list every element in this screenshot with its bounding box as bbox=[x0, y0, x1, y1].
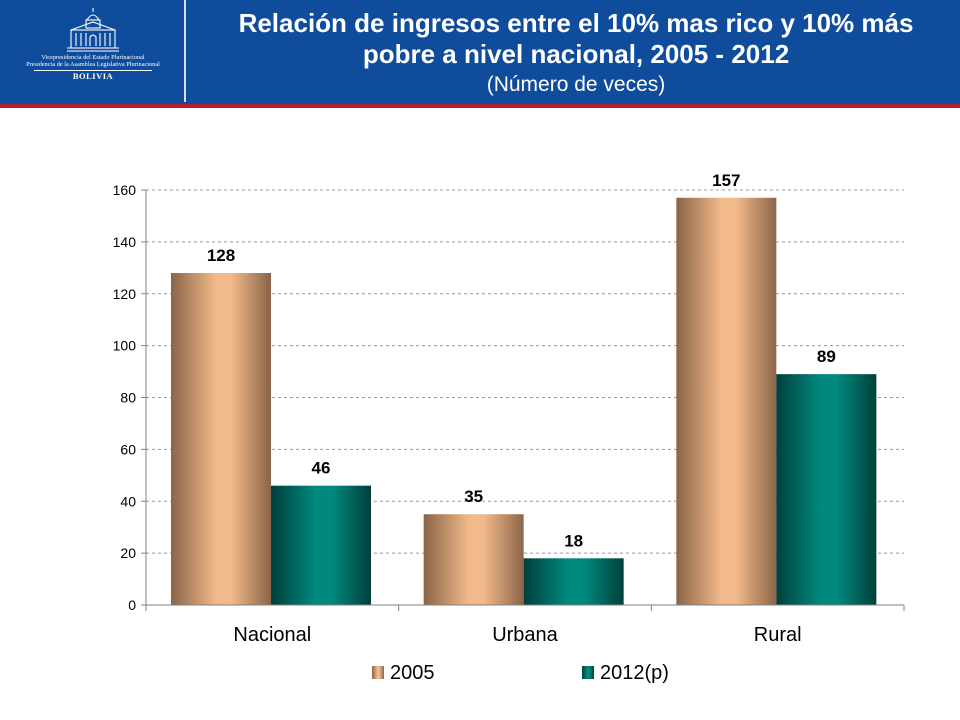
institution-logo: Vicepresidencia del Estado Plurinacional… bbox=[12, 6, 174, 98]
logo-text-bolivia: BOLIVIA bbox=[34, 70, 152, 82]
data-label: 157 bbox=[712, 171, 740, 190]
bar-urbana-2012p bbox=[523, 558, 624, 605]
y-tick-label: 40 bbox=[120, 493, 136, 509]
data-label: 35 bbox=[464, 487, 483, 506]
bar-rural-2005 bbox=[676, 197, 777, 605]
logo-text-asamblea: Presidencia de la Asamblea Legislativa P… bbox=[26, 61, 160, 68]
legend-label: 2005 bbox=[390, 662, 435, 684]
bar-nacional-2012p bbox=[271, 485, 371, 605]
legend-swatch bbox=[582, 666, 594, 679]
chart-title: Relación de ingresos entre el 10% mas ri… bbox=[238, 8, 914, 69]
title-block: Relación de ingresos entre el 10% mas ri… bbox=[200, 8, 952, 98]
chart-subtitle: (Número de veces) bbox=[486, 73, 666, 96]
category-label: Rural bbox=[754, 624, 802, 646]
data-label: 46 bbox=[312, 459, 331, 478]
bar-nacional-2005 bbox=[171, 273, 271, 605]
palace-emblem-icon bbox=[67, 8, 119, 52]
category-label: Urbana bbox=[492, 624, 558, 646]
data-label: 89 bbox=[817, 347, 836, 366]
y-tick-label: 0 bbox=[128, 597, 136, 613]
y-tick-label: 100 bbox=[113, 338, 137, 354]
y-tick-label: 120 bbox=[113, 286, 137, 302]
data-label: 18 bbox=[564, 531, 583, 550]
legend-label: 2012(p) bbox=[600, 662, 669, 684]
data-label: 128 bbox=[207, 246, 235, 265]
y-tick-label: 140 bbox=[113, 234, 137, 250]
slide-header bbox=[0, 0, 960, 104]
bar-rural-2012p bbox=[776, 374, 877, 605]
y-tick-label: 20 bbox=[120, 545, 136, 561]
category-label: Nacional bbox=[233, 624, 311, 646]
y-tick-label: 160 bbox=[113, 182, 137, 198]
y-tick-label: 80 bbox=[120, 390, 136, 406]
header-accent-rule bbox=[0, 104, 960, 108]
header-divider bbox=[184, 0, 186, 102]
y-tick-label: 60 bbox=[120, 441, 136, 457]
bar-urbana-2005 bbox=[423, 514, 524, 605]
legend-swatch bbox=[372, 666, 384, 679]
logo-text-vicepresidencia: Vicepresidencia del Estado Plurinacional bbox=[41, 54, 145, 61]
